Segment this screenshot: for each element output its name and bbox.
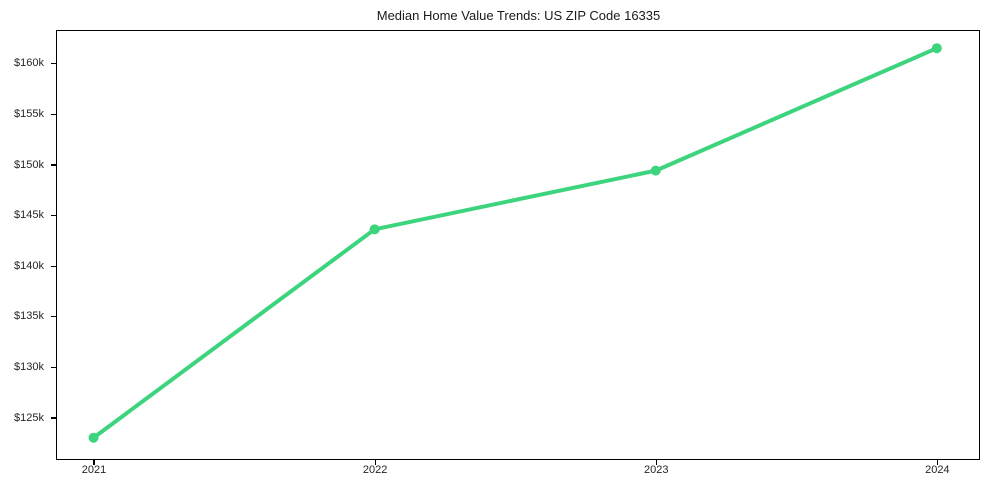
y-tick-label: $125k <box>14 411 44 424</box>
y-tick-mark <box>51 164 56 166</box>
x-tick-label: 2024 <box>925 464 950 476</box>
data-point-marker <box>88 432 99 443</box>
x-tick-mark <box>93 459 95 465</box>
x-tick-mark <box>374 459 376 465</box>
y-tick-mark <box>51 113 56 116</box>
plot-area <box>56 30 980 460</box>
line-chart-canvas <box>88 43 942 443</box>
trend-line <box>91 46 939 440</box>
data-point-marker <box>369 224 380 235</box>
y-tick-label: $145k <box>14 209 44 222</box>
x-tick-mark <box>936 459 938 465</box>
y-tick-mark <box>51 366 56 368</box>
y-tick-mark <box>51 215 56 217</box>
y-tick-mark <box>51 265 56 267</box>
y-tick-label: $155k <box>14 107 44 120</box>
data-point-marker <box>650 165 661 176</box>
data-point-marker <box>931 43 942 54</box>
y-tick-mark <box>51 417 56 419</box>
y-tick-label: $130k <box>14 360 44 373</box>
y-tick-label: $135k <box>14 310 44 323</box>
x-tick-mark <box>655 459 657 465</box>
y-tick-label: $150k <box>14 158 44 171</box>
y-tick-mark <box>51 316 56 318</box>
x-tick-label: 2023 <box>643 464 669 476</box>
y-tick-label: $160k <box>14 57 44 70</box>
y-tick-mark <box>51 63 56 65</box>
y-tick-label: $140k <box>14 259 44 272</box>
x-tick-label: 2022 <box>362 464 388 476</box>
chart-title: Median Home Value Trends: US ZIP Code 16… <box>376 8 661 23</box>
x-tick-label: 2021 <box>81 464 107 476</box>
